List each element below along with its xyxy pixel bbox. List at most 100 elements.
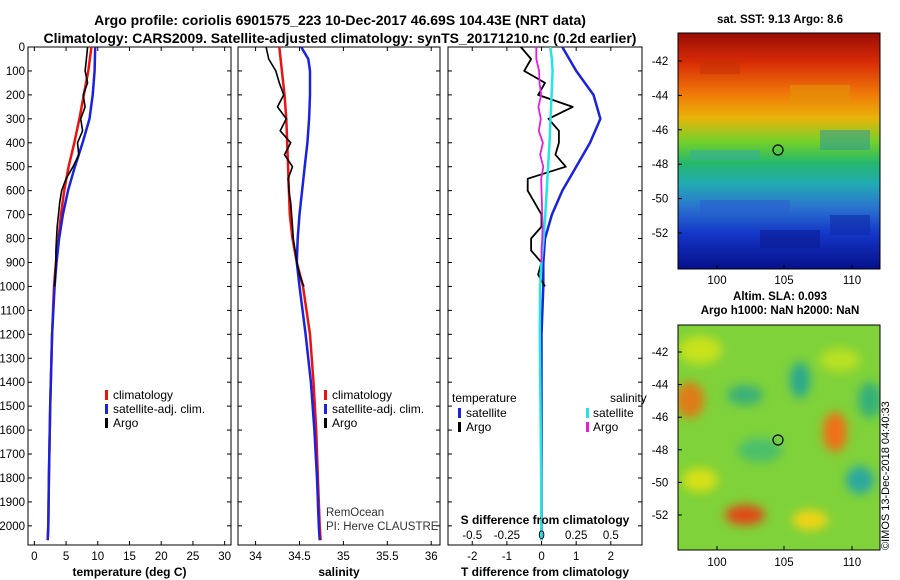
y-tick-label: 1200 xyxy=(0,329,25,341)
x-tick-label: 0 xyxy=(31,551,37,563)
x-top-tick-label: 0.5 xyxy=(603,530,619,542)
y-tick-label: 1500 xyxy=(0,401,25,413)
legend-swatch xyxy=(105,390,108,400)
panel-difference: -2 -1 0 1 2 T difference from climatology temp… xyxy=(447,46,647,579)
y-tick-label: 1000 xyxy=(0,281,25,293)
sla-lon-tick-label: 110 xyxy=(843,557,861,569)
x-axis-label-top: S difference from climatology xyxy=(461,513,630,527)
y-tick-label: 400 xyxy=(6,138,25,150)
sst-map-frame xyxy=(677,32,881,270)
sst-argo-location-marker xyxy=(772,144,784,156)
legend-swatch xyxy=(324,404,327,414)
x-tick-label: 15 xyxy=(123,551,136,563)
series-line-argo xyxy=(53,46,89,287)
y-tick-label: 200 xyxy=(6,90,25,102)
x-tick-label: 34.5 xyxy=(288,551,310,563)
sst-lon-tick-label: 110 xyxy=(843,275,861,287)
panel-frame-salinity xyxy=(237,46,441,546)
panel-temperature: 0100200300400500600700800900100011001200… xyxy=(0,42,232,579)
sst-lon-tick-label: 105 xyxy=(774,275,793,287)
y-tick-label: 1400 xyxy=(0,377,25,389)
y-tick-label: 0 xyxy=(19,42,25,54)
sla-argo-location-marker xyxy=(772,434,784,446)
sla-lon-tick-label: 105 xyxy=(774,557,793,569)
x-tick-label: 34 xyxy=(249,551,262,563)
legend-label: satellite-adj. clim. xyxy=(113,402,205,416)
legend-swatch xyxy=(458,408,461,418)
sla-map-title-line1: Altim. SLA: 0.093 xyxy=(733,291,827,303)
annotation-text: PI: Herve CLAUSTRE xyxy=(326,521,439,533)
sst-lat-tick-label: -48 xyxy=(652,159,669,171)
x-tick-label: -1 xyxy=(502,551,512,563)
legend-label: Argo xyxy=(332,416,358,430)
x-tick-label: 2 xyxy=(608,551,614,563)
annotation-text: RemOcean xyxy=(326,507,384,519)
legend-label: Argo xyxy=(466,420,492,434)
y-tick-label: 1900 xyxy=(0,497,25,509)
legend-swatch xyxy=(105,418,108,428)
legend-title-temperature: temperature xyxy=(452,391,517,405)
plot-title-line2: Climatology: CARS2009. Satellite-adjuste… xyxy=(43,30,637,46)
sst-lat-tick-label: -44 xyxy=(652,90,669,102)
legend-swatch xyxy=(324,390,327,400)
x-tick-label: 35 xyxy=(337,551,350,563)
y-tick-label: 300 xyxy=(6,114,25,126)
x-tick-label: 0 xyxy=(538,551,544,563)
x-tick-label: 1 xyxy=(573,551,579,563)
sla-map-frame xyxy=(677,324,881,551)
panel-salinity: 34 34.5 35 35.5 36 salinity climatologysatelli… xyxy=(237,46,441,579)
x-top-tick-label: -0.25 xyxy=(494,530,520,542)
legend-swatch xyxy=(586,422,589,432)
legend-label: satellite-adj. clim. xyxy=(332,402,424,416)
y-tick-label: 2000 xyxy=(0,521,25,533)
sst-lat-tick-label: -46 xyxy=(652,125,669,137)
y-tick-label: 600 xyxy=(6,186,25,198)
sst-lon-tick-label: 100 xyxy=(707,275,726,287)
x-tick-label: 20 xyxy=(155,551,168,563)
sla-lat-tick-label: -46 xyxy=(652,412,669,424)
legend-swatch xyxy=(105,404,108,414)
series-line-t-argo xyxy=(520,46,574,287)
y-tick-label: 900 xyxy=(6,257,25,269)
panel-frame-temperature xyxy=(27,46,232,546)
y-tick-label: 100 xyxy=(6,66,25,78)
x-top-tick-label: 0.25 xyxy=(565,530,587,542)
x-tick-label: -2 xyxy=(467,551,477,563)
y-tick-label: 1800 xyxy=(0,473,25,485)
sla-lon-tick-label: 100 xyxy=(707,557,726,569)
legend-label: Argo xyxy=(113,416,139,430)
y-tick-label: 800 xyxy=(6,234,25,246)
series-line-satellite-adj-clim- xyxy=(295,46,321,541)
sst-map xyxy=(677,32,881,270)
x-axis-label: temperature (deg C) xyxy=(72,565,186,579)
legend-swatch xyxy=(324,418,327,428)
sla-map xyxy=(677,324,881,551)
sst-map-title: sat. SST: 9.13 Argo: 8.6 xyxy=(716,14,844,26)
legend-label: climatology xyxy=(332,388,392,402)
x-top-tick-label: -0.5 xyxy=(462,530,482,542)
y-tick-label: 1100 xyxy=(0,305,25,317)
series-line-s-argo xyxy=(535,47,545,263)
sst-lat-tick-label: -50 xyxy=(652,194,669,206)
sla-lat-tick-label: -44 xyxy=(652,380,669,392)
series-line-s-satellite xyxy=(538,46,554,541)
sla-lat-tick-label: -52 xyxy=(652,510,669,522)
sst-map-texture xyxy=(690,60,870,248)
x-tick-label: 35.5 xyxy=(376,551,398,563)
panel-frame-difference xyxy=(447,46,643,546)
sst-lat-tick-label: -52 xyxy=(652,228,669,240)
x-tick-label: 25 xyxy=(187,551,200,563)
series-line-argo xyxy=(265,46,305,287)
y-tick-label: 1700 xyxy=(0,449,25,461)
sla-map-texture xyxy=(678,336,880,530)
y-tick-label: 500 xyxy=(6,162,25,174)
plot-title-line1: Argo profile: coriolis 6901575_223 10-De… xyxy=(94,12,586,28)
x-tick-label: 10 xyxy=(91,551,104,563)
legend-label: Argo xyxy=(593,420,619,434)
x-axis-label: T difference from climatology xyxy=(461,565,629,579)
y-tick-label: 1300 xyxy=(0,353,25,365)
sla-map-title-line2: Argo h1000: NaN h2000: NaN xyxy=(700,305,860,317)
legend-swatch xyxy=(458,422,461,432)
sla-lat-tick-label: -50 xyxy=(652,477,669,489)
x-tick-label: 30 xyxy=(218,551,231,563)
